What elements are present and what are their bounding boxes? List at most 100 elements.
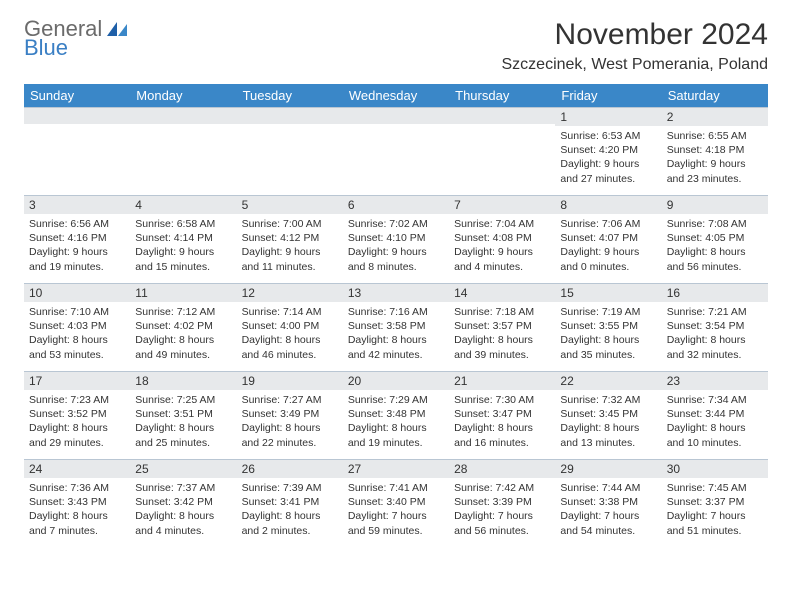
calendar-day-cell: 1Sunrise: 6:53 AMSunset: 4:20 PMDaylight… xyxy=(555,107,661,195)
day-number: 7 xyxy=(449,195,555,214)
daylight-text-2: and 56 minutes. xyxy=(667,260,763,274)
daylight-text: Daylight: 7 hours xyxy=(560,509,656,523)
calendar-day-cell: 18Sunrise: 7:25 AMSunset: 3:51 PMDayligh… xyxy=(130,371,236,459)
sunrise-text: Sunrise: 6:53 AM xyxy=(560,129,656,143)
empty-daynum-strip xyxy=(449,107,555,124)
sun-info-block: Sunrise: 7:39 AMSunset: 3:41 PMDaylight:… xyxy=(237,478,343,538)
sunrise-text: Sunrise: 7:32 AM xyxy=(560,393,656,407)
sun-info-block: Sunrise: 7:29 AMSunset: 3:48 PMDaylight:… xyxy=(343,390,449,450)
daylight-text-2: and 7 minutes. xyxy=(29,524,125,538)
sun-info-block: Sunrise: 6:55 AMSunset: 4:18 PMDaylight:… xyxy=(662,126,768,186)
day-number: 2 xyxy=(662,107,768,126)
calendar-day-cell: 7Sunrise: 7:04 AMSunset: 4:08 PMDaylight… xyxy=(449,195,555,283)
sunrise-text: Sunrise: 7:16 AM xyxy=(348,305,444,319)
sun-info-block: Sunrise: 7:30 AMSunset: 3:47 PMDaylight:… xyxy=(449,390,555,450)
sunrise-text: Sunrise: 7:04 AM xyxy=(454,217,550,231)
calendar-empty-cell xyxy=(130,107,236,195)
daylight-text-2: and 25 minutes. xyxy=(135,436,231,450)
day-number: 20 xyxy=(343,371,449,390)
calendar-day-cell: 29Sunrise: 7:44 AMSunset: 3:38 PMDayligh… xyxy=(555,459,661,547)
calendar-day-cell: 4Sunrise: 6:58 AMSunset: 4:14 PMDaylight… xyxy=(130,195,236,283)
day-number: 13 xyxy=(343,283,449,302)
calendar-head: SundayMondayTuesdayWednesdayThursdayFrid… xyxy=(24,84,768,107)
day-number: 18 xyxy=(130,371,236,390)
empty-daynum-strip xyxy=(343,107,449,124)
day-number: 30 xyxy=(662,459,768,478)
daylight-text-2: and 35 minutes. xyxy=(560,348,656,362)
day-number: 8 xyxy=(555,195,661,214)
empty-daynum-strip xyxy=(130,107,236,124)
sunrise-text: Sunrise: 7:25 AM xyxy=(135,393,231,407)
calendar-empty-cell xyxy=(237,107,343,195)
weekday-header: Sunday xyxy=(24,84,130,107)
day-number: 5 xyxy=(237,195,343,214)
sunset-text: Sunset: 3:51 PM xyxy=(135,407,231,421)
day-number: 15 xyxy=(555,283,661,302)
daylight-text-2: and 46 minutes. xyxy=(242,348,338,362)
sunrise-text: Sunrise: 7:36 AM xyxy=(29,481,125,495)
daylight-text: Daylight: 7 hours xyxy=(348,509,444,523)
sun-info-block: Sunrise: 7:25 AMSunset: 3:51 PMDaylight:… xyxy=(130,390,236,450)
sunset-text: Sunset: 3:38 PM xyxy=(560,495,656,509)
weekday-header: Saturday xyxy=(662,84,768,107)
brand-logo: General Blue xyxy=(24,18,127,59)
sunrise-text: Sunrise: 7:37 AM xyxy=(135,481,231,495)
daylight-text: Daylight: 9 hours xyxy=(29,245,125,259)
day-number: 10 xyxy=(24,283,130,302)
calendar-day-cell: 25Sunrise: 7:37 AMSunset: 3:42 PMDayligh… xyxy=(130,459,236,547)
daylight-text: Daylight: 8 hours xyxy=(242,421,338,435)
sun-info-block: Sunrise: 7:37 AMSunset: 3:42 PMDaylight:… xyxy=(130,478,236,538)
calendar-day-cell: 8Sunrise: 7:06 AMSunset: 4:07 PMDaylight… xyxy=(555,195,661,283)
sunset-text: Sunset: 4:05 PM xyxy=(667,231,763,245)
sunrise-text: Sunrise: 7:39 AM xyxy=(242,481,338,495)
day-number: 29 xyxy=(555,459,661,478)
weekday-row: SundayMondayTuesdayWednesdayThursdayFrid… xyxy=(24,84,768,107)
day-number: 22 xyxy=(555,371,661,390)
sun-info-block: Sunrise: 7:34 AMSunset: 3:44 PMDaylight:… xyxy=(662,390,768,450)
sun-info-block: Sunrise: 7:06 AMSunset: 4:07 PMDaylight:… xyxy=(555,214,661,274)
sunset-text: Sunset: 3:52 PM xyxy=(29,407,125,421)
sunrise-text: Sunrise: 7:02 AM xyxy=(348,217,444,231)
daylight-text: Daylight: 9 hours xyxy=(667,157,763,171)
sunset-text: Sunset: 3:48 PM xyxy=(348,407,444,421)
sun-info-block: Sunrise: 7:14 AMSunset: 4:00 PMDaylight:… xyxy=(237,302,343,362)
sun-info-block: Sunrise: 7:42 AMSunset: 3:39 PMDaylight:… xyxy=(449,478,555,538)
sunset-text: Sunset: 4:16 PM xyxy=(29,231,125,245)
sun-info-block: Sunrise: 7:04 AMSunset: 4:08 PMDaylight:… xyxy=(449,214,555,274)
daylight-text: Daylight: 9 hours xyxy=(454,245,550,259)
calendar-empty-cell xyxy=(24,107,130,195)
empty-daynum-strip xyxy=(237,107,343,124)
title-block: November 2024 Szczecinek, West Pomerania… xyxy=(502,18,769,74)
location-subtitle: Szczecinek, West Pomerania, Poland xyxy=(502,56,769,74)
daylight-text-2: and 51 minutes. xyxy=(667,524,763,538)
day-number: 6 xyxy=(343,195,449,214)
sunset-text: Sunset: 3:47 PM xyxy=(454,407,550,421)
calendar-day-cell: 5Sunrise: 7:00 AMSunset: 4:12 PMDaylight… xyxy=(237,195,343,283)
calendar-week-row: 3Sunrise: 6:56 AMSunset: 4:16 PMDaylight… xyxy=(24,195,768,283)
sunset-text: Sunset: 4:14 PM xyxy=(135,231,231,245)
sunset-text: Sunset: 4:20 PM xyxy=(560,143,656,157)
sunrise-text: Sunrise: 6:55 AM xyxy=(667,129,763,143)
sunrise-text: Sunrise: 7:12 AM xyxy=(135,305,231,319)
daylight-text-2: and 39 minutes. xyxy=(454,348,550,362)
sunset-text: Sunset: 3:41 PM xyxy=(242,495,338,509)
daylight-text: Daylight: 8 hours xyxy=(454,421,550,435)
empty-daynum-strip xyxy=(24,107,130,124)
sunset-text: Sunset: 3:37 PM xyxy=(667,495,763,509)
calendar-day-cell: 26Sunrise: 7:39 AMSunset: 3:41 PMDayligh… xyxy=(237,459,343,547)
calendar-body: 1Sunrise: 6:53 AMSunset: 4:20 PMDaylight… xyxy=(24,107,768,547)
daylight-text: Daylight: 8 hours xyxy=(135,333,231,347)
weekday-header: Monday xyxy=(130,84,236,107)
daylight-text-2: and 54 minutes. xyxy=(560,524,656,538)
sunset-text: Sunset: 3:58 PM xyxy=(348,319,444,333)
weekday-header: Wednesday xyxy=(343,84,449,107)
sunrise-text: Sunrise: 7:21 AM xyxy=(667,305,763,319)
sun-info-block: Sunrise: 7:27 AMSunset: 3:49 PMDaylight:… xyxy=(237,390,343,450)
sunrise-text: Sunrise: 7:41 AM xyxy=(348,481,444,495)
day-number: 12 xyxy=(237,283,343,302)
sun-info-block: Sunrise: 7:16 AMSunset: 3:58 PMDaylight:… xyxy=(343,302,449,362)
daylight-text: Daylight: 8 hours xyxy=(29,509,125,523)
calendar-empty-cell xyxy=(343,107,449,195)
daylight-text: Daylight: 8 hours xyxy=(29,333,125,347)
sun-info-block: Sunrise: 7:36 AMSunset: 3:43 PMDaylight:… xyxy=(24,478,130,538)
